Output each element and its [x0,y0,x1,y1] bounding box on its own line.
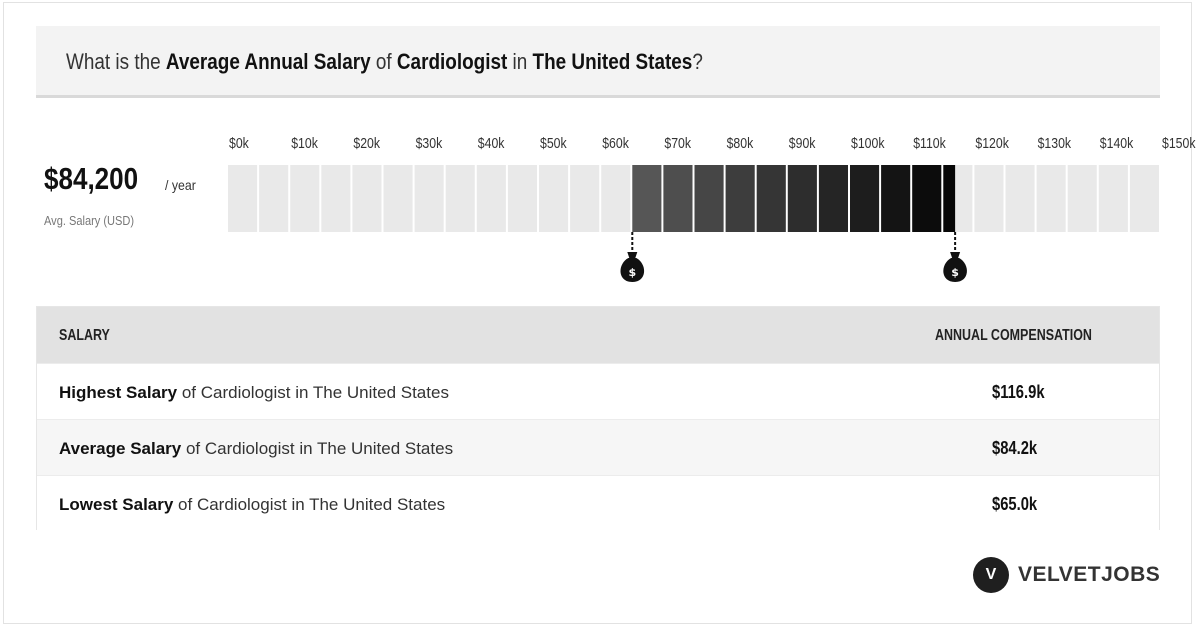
bar-segment-filled [632,165,662,232]
brand-logo-letter: V [985,566,997,583]
bar-segment [974,165,1004,232]
row-label: Highest Salary of Cardiologist in The Un… [59,383,449,403]
bar-segment-filled [694,165,724,232]
title-text: in [507,49,533,74]
tick-label: $100k [851,135,885,151]
bar-segment [1129,165,1159,232]
title-text: of [370,49,397,74]
tick-label: $70k [664,135,691,151]
row-value: $65.0k [992,494,1038,514]
title-text: ? [692,49,703,74]
bar-segment-filled [663,165,693,232]
brand-name: VELVETJOBS [1018,563,1161,586]
tick-label: $130k [1038,135,1072,151]
bar-segment-filled [912,165,942,232]
row-label: Lowest Salary of Cardiologist in The Uni… [59,495,445,515]
high-salary-marker: $ [943,232,967,282]
title-emphasis: The United States [532,49,693,74]
tick-label: $80k [727,135,754,151]
bar-segment-filled [943,165,956,232]
row-label-bold: Highest Salary [59,383,178,402]
tick-label: $40k [478,135,505,151]
bar-segment [290,165,320,232]
svg-text:$: $ [951,266,959,279]
bar-segment-filled [818,165,848,232]
tick-label: $90k [789,135,816,151]
average-salary-unit: / year [165,177,196,193]
salary-range-chart: $0k $10k $20k $30k $40k $50k $60k $70k $80k $90k $… [228,135,1196,282]
row-label-bold: Average Salary [59,439,182,458]
average-salary-value: $84,200 [44,161,139,196]
tick-label: $60k [602,135,629,151]
tick-label: $50k [540,135,567,151]
bar-segment [352,165,382,232]
tick-label: $10k [291,135,318,151]
title-emphasis: Cardiologist [396,49,508,74]
bar-segment-filled [881,165,911,232]
average-salary-caption: Avg. Salary (USD) [44,213,135,228]
bar-segment [321,165,351,232]
salary-table: SALARY ANNUAL COMPENSATION Highest Salar… [36,306,1160,531]
bar-segment [1005,165,1035,232]
header-salary: SALARY [59,327,110,344]
row-label-rest: of Cardiologist in The United States [181,439,454,458]
bar-segment-filled [787,165,817,232]
title-text: What is the [66,49,166,74]
row-label-rest: of Cardiologist in The United States [177,383,449,402]
row-value: $84.2k [992,438,1038,458]
low-salary-marker: $ [620,232,645,282]
title-emphasis: Average Annual Salary [165,49,371,74]
table-header: SALARY ANNUAL COMPENSATION [37,307,1159,363]
bar-segment [570,165,600,232]
row-label-bold: Lowest Salary [59,495,174,514]
tick-label: $110k [913,135,946,151]
row-label-rest: of Cardiologist in The United States [173,495,446,514]
bar-segment [414,165,444,232]
table-row: Lowest Salary of Cardiologist in The Uni… [37,475,1159,531]
tick-label: $120k [975,135,1009,151]
header-annual-compensation: ANNUAL COMPENSATION [935,327,1092,344]
table-row: Highest Salary of Cardiologist in The Un… [37,363,1159,419]
velvetjobs-logo-icon [973,557,1009,593]
tick-label: $140k [1100,135,1134,151]
bar-segment-filled [756,165,786,232]
bar-segment [601,165,631,232]
tick-label: $20k [353,135,380,151]
row-value: $116.9k [992,382,1045,402]
bar-segment [1067,165,1097,232]
tick-label: $150k+ [1162,135,1196,151]
svg-text:$: $ [628,266,636,279]
bar-segment [383,165,413,232]
tick-label: $0k [229,135,249,151]
bar-segment [228,165,258,232]
tick-label: $30k [416,135,443,151]
bar-segment [259,165,289,232]
bar-segment-filled [725,165,755,232]
row-label: Average Salary of Cardiologist in The Un… [59,439,453,459]
bar-segment [445,165,475,232]
title-banner: What is the Average Annual Salary of Car… [36,26,1160,98]
table-row: Average Salary of Cardiologist in The Un… [37,419,1159,475]
bar-segment [476,165,506,232]
bar-segment [1098,165,1128,232]
bar-segment [1036,165,1066,232]
bar-segment-filled [850,165,880,232]
bar-segment [507,165,537,232]
bar-segment [539,165,569,232]
page-title: What is the Average Annual Salary of Car… [66,49,703,75]
